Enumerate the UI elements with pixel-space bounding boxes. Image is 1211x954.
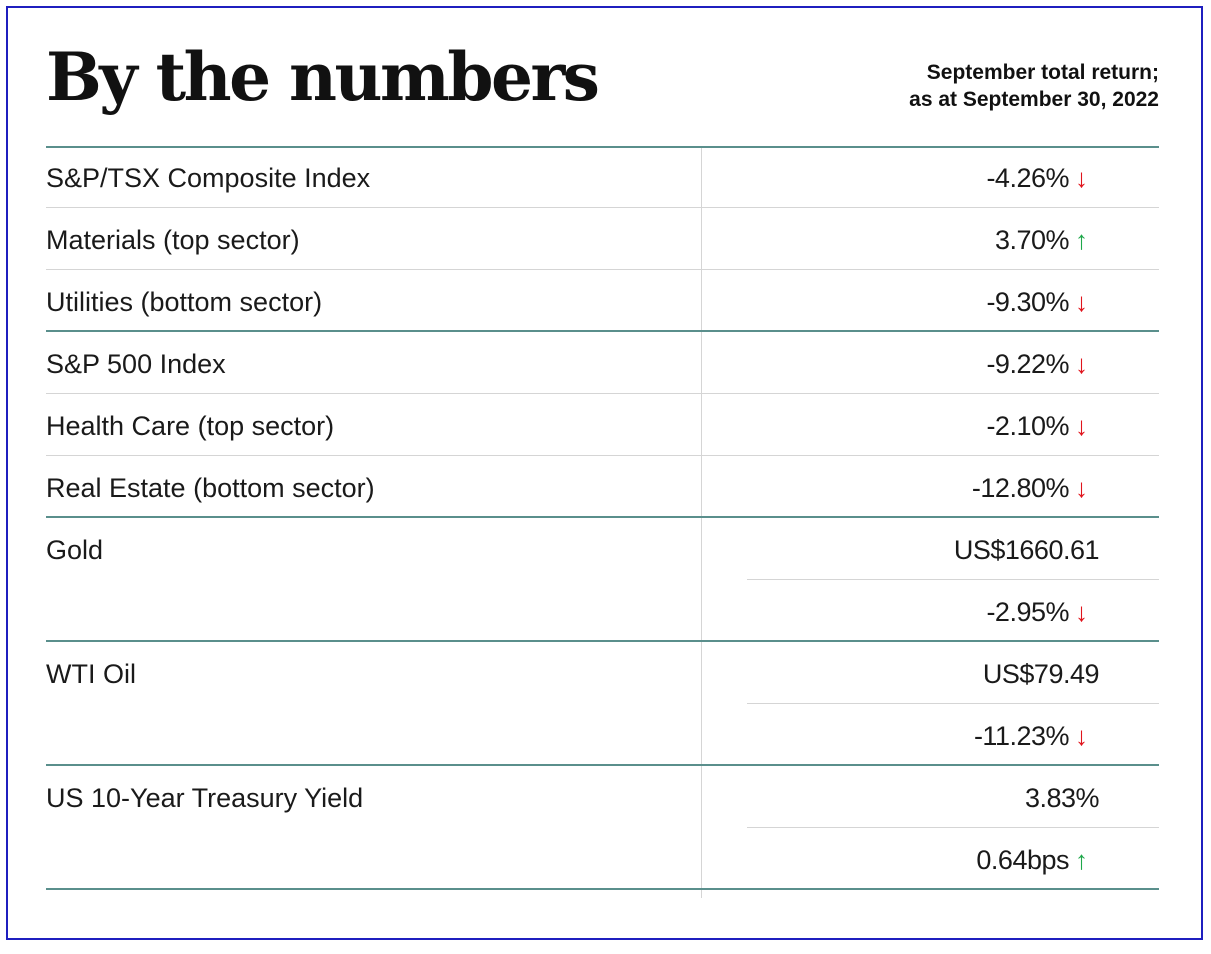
table-row: S&P 500 Index -9.22% ↓: [46, 332, 1159, 394]
table-row: Materials (top sector) 3.70% ↑: [46, 208, 1159, 270]
value-text: 3.70%: [994, 225, 1070, 255]
row-value: US$79.49: [982, 642, 1100, 704]
value-text: -9.22%: [986, 349, 1069, 379]
table-row: -11.23% ↓: [46, 704, 1159, 766]
table-row: -2.95% ↓: [46, 580, 1159, 642]
row-value: -9.30% ↓: [986, 270, 1099, 332]
row-label: WTI Oil: [46, 659, 136, 689]
table-row: 0.64bps ↑: [46, 828, 1159, 890]
row-value: -2.10% ↓: [986, 394, 1099, 456]
row-divider: [46, 640, 1159, 642]
subtitle-line-1: September total return;: [926, 61, 1159, 84]
row-label: Materials (top sector): [46, 225, 300, 255]
row-divider: [46, 516, 1159, 518]
value-text: -2.10%: [986, 411, 1069, 441]
row-value: 0.64bps ↑: [976, 828, 1099, 890]
table-row: Utilities (bottom sector) -9.30% ↓: [46, 270, 1159, 332]
row-divider: [46, 393, 1159, 394]
value-text: -11.23%: [973, 721, 1070, 751]
arrow-down-icon: ↓: [1075, 163, 1088, 193]
arrow-up-icon: ↑: [1075, 845, 1088, 875]
row-value: -4.26% ↓: [986, 146, 1099, 208]
value-text: 0.64bps: [976, 845, 1069, 875]
value-text: US$79.49: [982, 659, 1100, 689]
row-divider: [46, 455, 1159, 456]
arrow-down-icon: ↓: [1075, 597, 1088, 627]
column-divider: [701, 148, 702, 898]
value-text: -9.30%: [986, 287, 1069, 317]
arrow-up-icon: ↑: [1075, 225, 1088, 255]
row-divider: [46, 207, 1159, 208]
row-value: -12.80% ↓: [972, 456, 1099, 518]
table-row: S&P/TSX Composite Index -4.26% ↓: [46, 146, 1159, 208]
row-value: -9.22% ↓: [986, 332, 1099, 394]
subtitle: September total return; as at September …: [909, 59, 1159, 113]
arrow-down-icon: ↓: [1075, 287, 1088, 317]
row-label: S&P 500 Index: [46, 349, 226, 379]
table-row: WTI Oil US$79.49: [46, 642, 1159, 704]
row-value: 3.70% ↑: [995, 208, 1099, 270]
row-label: Health Care (top sector): [46, 411, 335, 441]
row-label: S&P/TSX Composite Index: [46, 163, 371, 193]
value-text: -4.26%: [986, 163, 1069, 193]
arrow-down-icon: ↓: [1075, 721, 1088, 751]
row-divider: [747, 703, 1159, 704]
row-divider: [46, 764, 1159, 766]
row-label: Real Estate (bottom sector): [46, 473, 375, 503]
row-value: 3.83%: [1024, 766, 1100, 828]
row-divider: [46, 888, 1159, 890]
row-divider: [46, 269, 1159, 270]
value-text: US$1660.61: [953, 535, 1100, 565]
table-row: Real Estate (bottom sector) -12.80% ↓: [46, 456, 1159, 518]
row-divider: [747, 579, 1159, 580]
row-label: Gold: [46, 535, 104, 565]
value-text: -2.95%: [986, 597, 1069, 627]
value-text: -12.80%: [971, 473, 1070, 503]
table-row: Health Care (top sector) -2.10% ↓: [46, 394, 1159, 456]
arrow-down-icon: ↓: [1075, 349, 1088, 379]
value-text: 3.83%: [1024, 783, 1100, 813]
row-value: -11.23% ↓: [974, 704, 1099, 766]
row-value: -2.95% ↓: [986, 580, 1099, 642]
table-row: Gold US$1660.61: [46, 518, 1159, 580]
row-divider: [747, 827, 1159, 828]
arrow-down-icon: ↓: [1075, 473, 1088, 503]
row-divider: [46, 330, 1159, 332]
returns-table: S&P/TSX Composite Index -4.26% ↓ Materials…: [46, 146, 1159, 890]
row-label: US 10-Year Treasury Yield: [46, 783, 364, 813]
subtitle-line-2: as at September 30, 2022: [909, 88, 1159, 111]
infographic-frame: [6, 6, 1203, 940]
row-value: US$1660.61: [953, 518, 1100, 580]
row-label: Utilities (bottom sector): [46, 287, 323, 317]
table-row: US 10-Year Treasury Yield 3.83%: [46, 766, 1159, 828]
table-top-rule: [46, 146, 1159, 148]
arrow-down-icon: ↓: [1075, 411, 1088, 441]
page-title: By the numbers: [46, 38, 600, 116]
